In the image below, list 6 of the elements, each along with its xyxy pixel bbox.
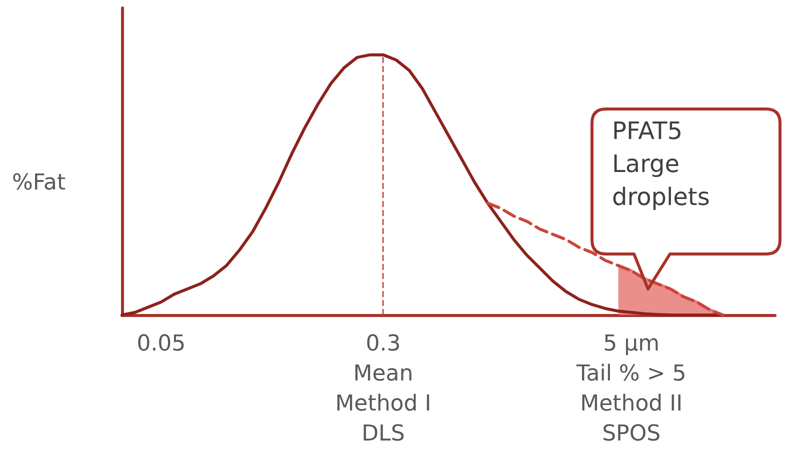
x-tick-label: 5 µm Tail % > 5 Method II SPOS [575, 332, 686, 446]
y-axis-title: %Fat [12, 170, 66, 196]
speech-bubble: PFAT5 Large droplets [590, 107, 782, 291]
x-tick-label: 0.05 [136, 332, 186, 356]
annotation: PFAT5 Large droplets [612, 116, 710, 213]
x-tick-label: 0.3 Mean Method I DLS [335, 332, 432, 446]
